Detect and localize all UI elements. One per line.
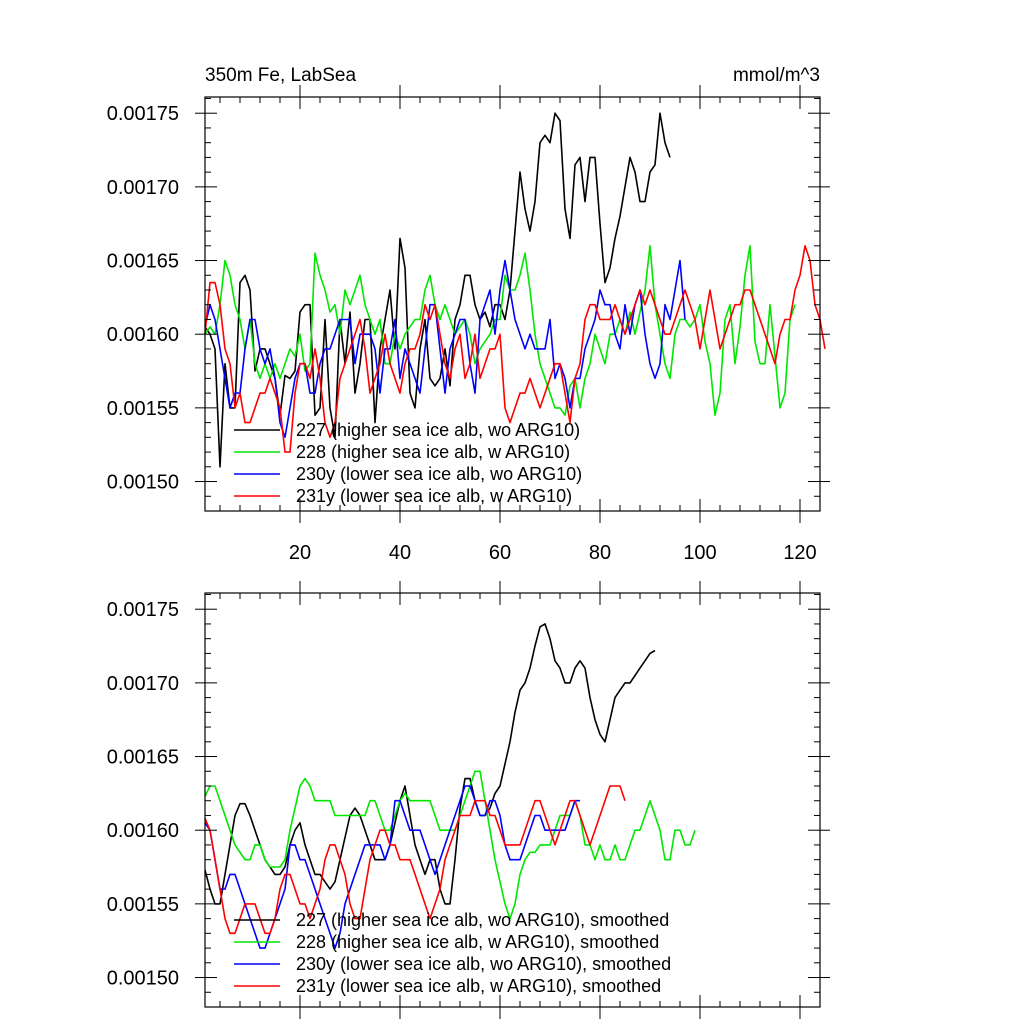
legend-label: 228 (higher sea ice alb, w ARG10)	[296, 442, 570, 462]
y-tick-label: 0.00155	[107, 398, 179, 420]
y-tick-label: 0.00175	[107, 599, 179, 621]
y-tick-label: 0.00175	[107, 103, 179, 125]
x-tick-label: 40	[389, 542, 411, 564]
bottom-plot-frame	[204, 592, 821, 1008]
y-tick-label: 0.00150	[107, 968, 179, 990]
bottom-legend: 227 (higher sea ice alb, wo ARG10), smoo…	[234, 910, 671, 996]
y-tick-label: 0.00150	[107, 472, 179, 494]
legend-label: 228 (higher sea ice alb, w ARG10), smoot…	[296, 932, 659, 952]
y-tick-label: 0.00155	[107, 894, 179, 916]
y-tick-label: 0.00165	[107, 251, 179, 273]
bottom-series-line-4	[204, 785, 626, 935]
bottom-axis-ticks	[195, 581, 830, 1019]
legend-label: 227 (higher sea ice alb, wo ARG10)	[296, 420, 580, 440]
y-tick-label: 0.00170	[107, 673, 179, 695]
top-plot-frame	[204, 96, 821, 512]
units-label: mmol/m^3	[733, 65, 820, 86]
top-series-line-2	[204, 245, 796, 417]
top-axis-tick-labels: 0.00150 0.00155 0.00160 0.00165 0.00170 0.001…	[107, 103, 817, 564]
top-series-line-4	[204, 245, 826, 453]
legend-label: 230y (lower sea ice alb, wo ARG10), smoo…	[296, 954, 671, 974]
top-legend: 227 (higher sea ice alb, wo ARG10)228 (h…	[234, 420, 582, 506]
legend-label: 227 (higher sea ice alb, wo ARG10), smoo…	[296, 910, 669, 930]
y-tick-label: 0.00160	[107, 820, 179, 842]
top-series-line-3	[204, 259, 686, 439]
x-tick-label: 80	[589, 542, 611, 564]
y-tick-label: 0.00160	[107, 324, 179, 346]
bottom-plot-marks	[204, 623, 696, 949]
x-tick-label: 60	[489, 542, 511, 564]
top-panel: 350m Fe, LabSea mmol/m^3 0.001500.001550…	[107, 65, 830, 564]
legend-label: 230y (lower sea ice alb, wo ARG10)	[296, 464, 582, 484]
top-plot-marks	[204, 112, 826, 468]
y-tick-label: 0.00170	[107, 177, 179, 199]
bottom-series-line-3	[204, 785, 580, 949]
legend-label: 231y (lower sea ice alb, w ARG10), smoot…	[296, 976, 661, 996]
y-tick-label: 0.00165	[107, 747, 179, 769]
x-tick-label: 20	[289, 542, 311, 564]
x-tick-label: 100	[683, 542, 716, 564]
top-series-line-1	[204, 112, 671, 468]
legend-label: 231y (lower sea ice alb, w ARG10)	[296, 486, 572, 506]
bottom-panel: 0.00150 0.00155 0.00160 0.00165 0.00170 0.001…	[107, 581, 830, 1019]
top-axis-ticks	[195, 85, 830, 523]
x-tick-label: 120	[783, 542, 816, 564]
panel-title: 350m Fe, LabSea	[205, 65, 356, 86]
bottom-axis-tick-labels: 0.00150 0.00155 0.00160 0.00165 0.00170 0.001…	[107, 599, 179, 989]
